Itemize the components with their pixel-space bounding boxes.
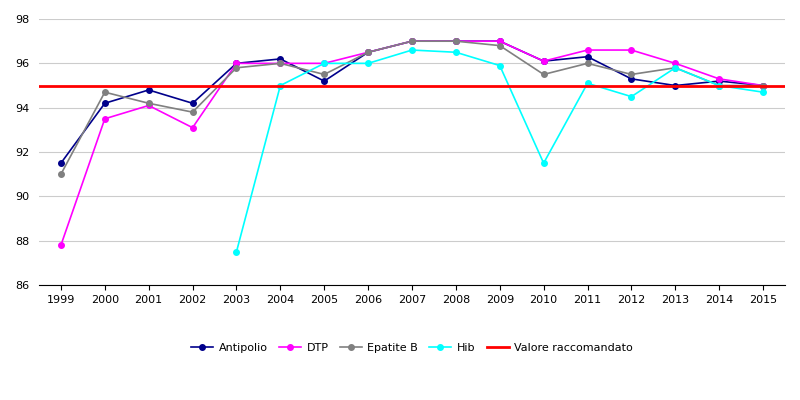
Epatite B	[758, 83, 768, 88]
Hib	[714, 83, 724, 88]
DTP	[144, 103, 154, 108]
Epatite B	[188, 110, 198, 114]
Hib	[319, 61, 329, 66]
Antipolio	[407, 39, 417, 44]
DTP	[232, 61, 242, 66]
Antipolio	[144, 88, 154, 92]
DTP	[670, 61, 680, 66]
Line: DTP: DTP	[58, 38, 766, 248]
Epatite B	[100, 90, 110, 94]
Antipolio	[363, 50, 373, 55]
Antipolio	[539, 59, 549, 64]
Hib	[451, 50, 461, 55]
Hib	[232, 250, 242, 254]
Epatite B	[582, 61, 592, 66]
Epatite B	[319, 72, 329, 77]
DTP	[714, 76, 724, 81]
Epatite B	[407, 39, 417, 44]
Epatite B	[232, 65, 242, 70]
Line: Epatite B: Epatite B	[58, 38, 766, 177]
Epatite B	[714, 83, 724, 88]
Antipolio	[56, 161, 66, 166]
Hib	[758, 90, 768, 94]
Epatite B	[670, 65, 680, 70]
Epatite B	[275, 61, 285, 66]
Hib	[407, 48, 417, 52]
DTP	[100, 116, 110, 121]
DTP	[451, 39, 461, 44]
Antipolio	[626, 76, 636, 81]
DTP	[758, 83, 768, 88]
DTP	[319, 61, 329, 66]
Antipolio	[188, 101, 198, 106]
Hib	[626, 94, 636, 99]
Antipolio	[495, 39, 505, 44]
DTP	[363, 50, 373, 55]
Antipolio	[451, 39, 461, 44]
DTP	[275, 61, 285, 66]
Epatite B	[363, 50, 373, 55]
DTP	[407, 39, 417, 44]
Epatite B	[495, 43, 505, 48]
Hib	[582, 81, 592, 86]
Antipolio	[100, 101, 110, 106]
Hib	[539, 161, 549, 166]
Line: Hib: Hib	[234, 47, 766, 255]
Epatite B	[144, 101, 154, 106]
DTP	[188, 125, 198, 130]
Epatite B	[539, 72, 549, 77]
Antipolio	[582, 54, 592, 59]
Epatite B	[451, 39, 461, 44]
DTP	[539, 59, 549, 64]
DTP	[626, 48, 636, 52]
Antipolio	[670, 83, 680, 88]
Hib	[670, 65, 680, 70]
Hib	[495, 63, 505, 68]
Antipolio	[758, 83, 768, 88]
Line: Antipolio: Antipolio	[58, 38, 766, 166]
Antipolio	[714, 79, 724, 84]
DTP	[582, 48, 592, 52]
Legend: Antipolio, DTP, Epatite B, Hib, Valore raccomandato: Antipolio, DTP, Epatite B, Hib, Valore r…	[186, 338, 638, 358]
Antipolio	[319, 79, 329, 84]
DTP	[56, 243, 66, 248]
Hib	[363, 61, 373, 66]
DTP	[495, 39, 505, 44]
Epatite B	[626, 72, 636, 77]
Epatite B	[56, 172, 66, 177]
Antipolio	[275, 56, 285, 61]
Antipolio	[232, 61, 242, 66]
Hib	[275, 83, 285, 88]
